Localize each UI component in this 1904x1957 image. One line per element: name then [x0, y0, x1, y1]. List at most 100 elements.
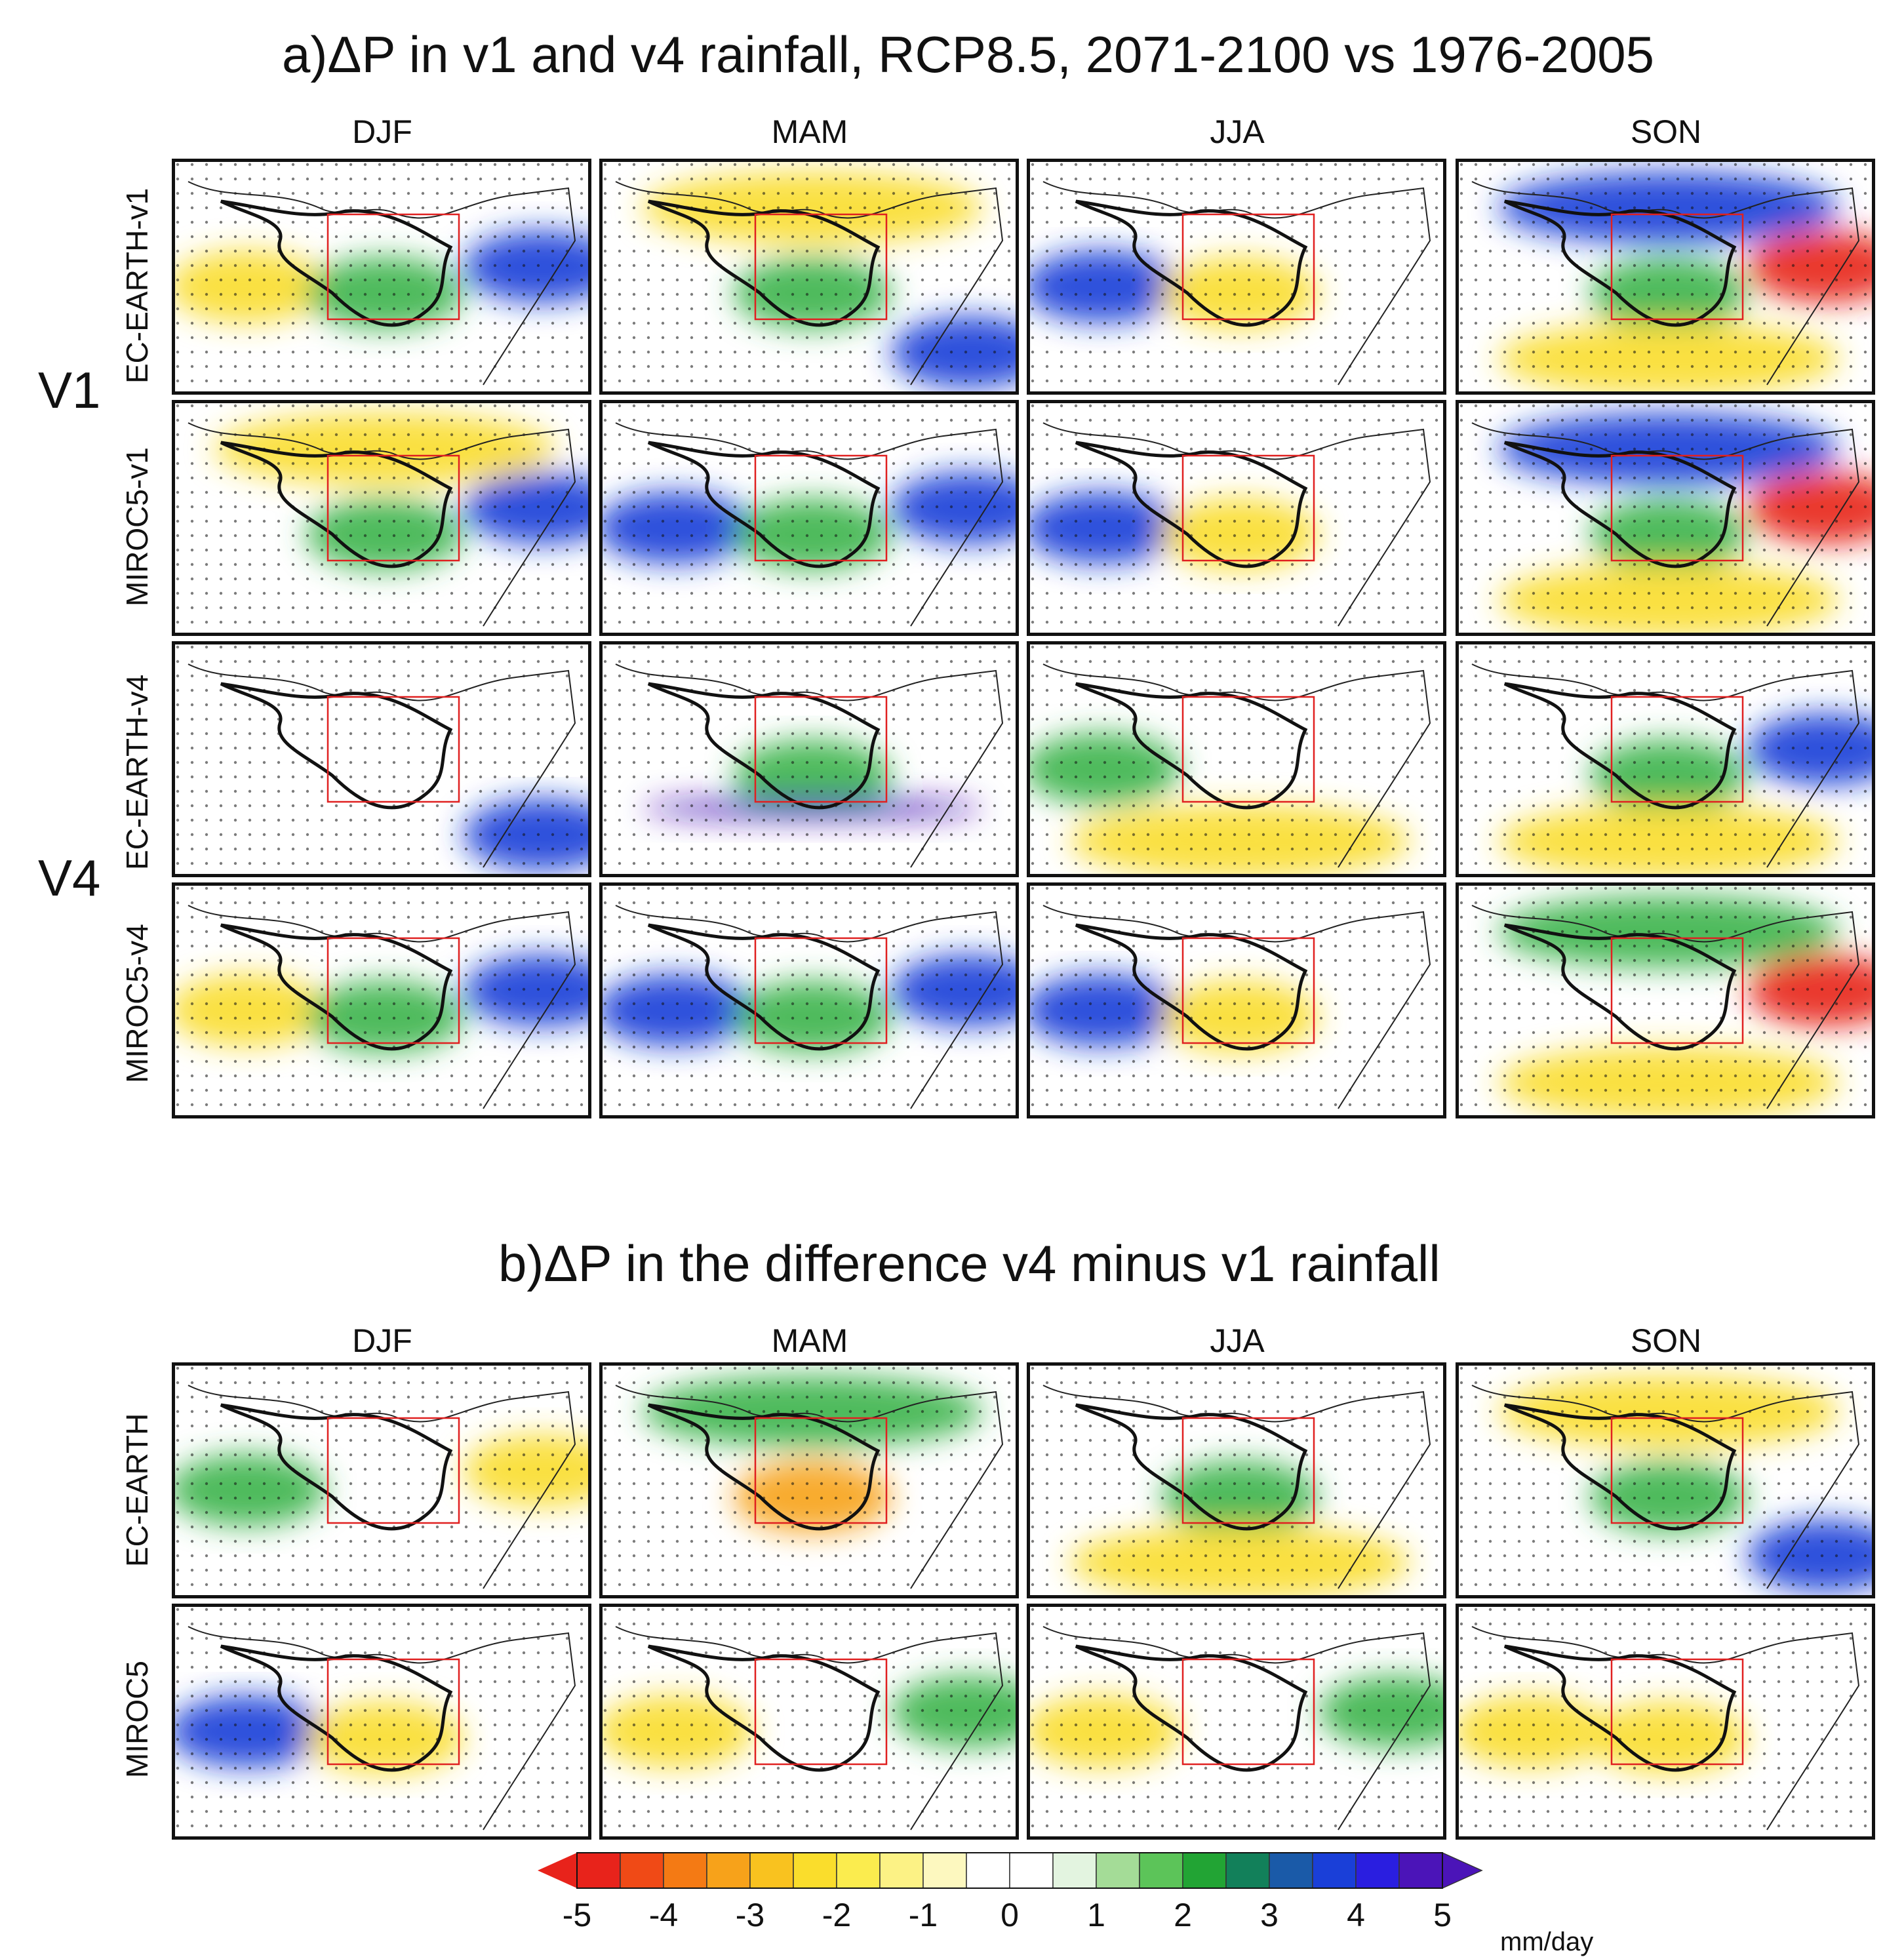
map-svg	[1030, 886, 1443, 1115]
coastline	[1042, 422, 1431, 627]
map-panel	[599, 641, 1019, 877]
region-box	[1181, 696, 1315, 803]
coastline	[188, 1626, 576, 1830]
section-b-title: b)ΔP in the difference v4 minus v1 rainf…	[498, 1234, 1440, 1294]
map-svg	[1030, 1607, 1443, 1836]
map-panel	[1456, 882, 1875, 1118]
map-svg	[175, 162, 588, 391]
colorbar-tick-label: -1	[908, 1897, 938, 1933]
colorbar-tick-label: 5	[1433, 1897, 1452, 1933]
region-box	[754, 937, 888, 1044]
basin-outline	[1503, 923, 1737, 1051]
map-panel	[172, 1604, 591, 1840]
colorbar	[538, 1851, 1483, 1889]
map-svg	[175, 1366, 588, 1595]
significance-stipple	[1030, 1607, 1443, 1836]
map-panel	[1456, 400, 1875, 636]
coastline	[1042, 663, 1431, 868]
map-svg	[175, 403, 588, 633]
map-panel	[599, 400, 1019, 636]
season-header-b-jja: JJA	[1210, 1322, 1265, 1359]
colorbar-segment	[1139, 1852, 1183, 1889]
map-panel	[1456, 1604, 1875, 1840]
map-svg	[1030, 403, 1443, 633]
section-b-title-text: ΔP in the difference v4 minus v1 rainfal…	[544, 1235, 1440, 1292]
map-svg	[603, 162, 1016, 391]
coastline	[1471, 663, 1860, 868]
map-panel	[599, 882, 1019, 1118]
region-box	[754, 213, 888, 321]
map-svg	[1459, 886, 1872, 1115]
significance-stipple	[1459, 1366, 1872, 1595]
map-svg	[1030, 162, 1443, 391]
season-header-a-jja: JJA	[1210, 113, 1265, 150]
map-panel	[172, 1362, 591, 1598]
colorbar-tick-label: 1	[1087, 1897, 1105, 1933]
map-svg	[175, 1607, 588, 1836]
coastline	[1042, 1385, 1431, 1589]
significance-stipple	[1459, 1607, 1872, 1836]
map-panel	[172, 159, 591, 395]
basin-outline	[1503, 199, 1737, 327]
colorbar-tick-label: -2	[822, 1897, 852, 1933]
region-box	[754, 696, 888, 803]
basin-outline	[220, 1403, 453, 1531]
significance-stipple	[1030, 162, 1443, 391]
colorbar-segment	[793, 1852, 837, 1889]
map-panel	[1027, 882, 1446, 1118]
significance-stipple	[1459, 162, 1872, 391]
region-box	[327, 937, 460, 1044]
region-box	[1610, 454, 1744, 562]
colorbar-segment	[1096, 1852, 1140, 1889]
section-a-label: a)	[282, 26, 328, 83]
significance-stipple	[1459, 886, 1872, 1115]
significance-stipple	[603, 162, 1016, 391]
basin-outline	[647, 1644, 881, 1772]
colorbar-segment	[879, 1852, 924, 1889]
row-label-miroc5-v1: MIROC5-v1	[120, 447, 154, 606]
map-svg	[1030, 644, 1443, 874]
map-svg	[1459, 1366, 1872, 1595]
region-box	[327, 454, 460, 562]
map-svg	[1459, 403, 1872, 633]
colorbar-segment	[1009, 1852, 1054, 1889]
coastline	[1042, 1626, 1431, 1830]
region-box	[1610, 1417, 1744, 1524]
colorbar-tick-label: 0	[1001, 1897, 1019, 1933]
map-svg	[1030, 1366, 1443, 1595]
row-label-ec-earth-v1: EC-EARTH-v1	[120, 188, 154, 384]
row-label-ec-earth-v4: EC-EARTH-v4	[120, 674, 154, 870]
region-box	[754, 1658, 888, 1766]
region-box	[327, 1417, 460, 1524]
region-box	[1181, 1658, 1315, 1766]
colorbar-segment	[1398, 1852, 1443, 1889]
significance-stipple	[1459, 644, 1872, 874]
season-header-a-mam: MAM	[771, 113, 848, 150]
colorbar-segment	[922, 1852, 967, 1889]
map-panel	[1456, 641, 1875, 877]
region-box	[1610, 213, 1744, 321]
coastline	[1042, 181, 1431, 385]
region-box	[1181, 454, 1315, 562]
colorbar-high-arrow	[1442, 1851, 1483, 1889]
section-a-title: a)ΔP in v1 and v4 rainfall, RCP8.5, 2071…	[282, 25, 1654, 85]
coastline	[1471, 1626, 1860, 1830]
colorbar-segment	[749, 1852, 794, 1889]
season-header-b-mam: MAM	[771, 1322, 848, 1359]
basin-outline	[1075, 682, 1308, 810]
colorbar-segment	[1355, 1852, 1400, 1889]
basin-outline	[220, 1644, 453, 1772]
colorbar-tick-label: 2	[1174, 1897, 1192, 1933]
basin-outline	[647, 923, 881, 1051]
colorbar-segment	[663, 1852, 707, 1889]
coastline	[615, 181, 1004, 385]
map-svg	[175, 644, 588, 874]
basin-outline	[220, 923, 453, 1051]
map-svg	[603, 1607, 1016, 1836]
row-label-miroc5: MIROC5	[120, 1661, 154, 1778]
group-label-v1: V1	[38, 361, 101, 419]
map-panel	[1027, 1362, 1446, 1598]
coastline	[188, 422, 576, 627]
colorbar-segment	[1182, 1852, 1227, 1889]
basin-outline	[1075, 1403, 1308, 1531]
